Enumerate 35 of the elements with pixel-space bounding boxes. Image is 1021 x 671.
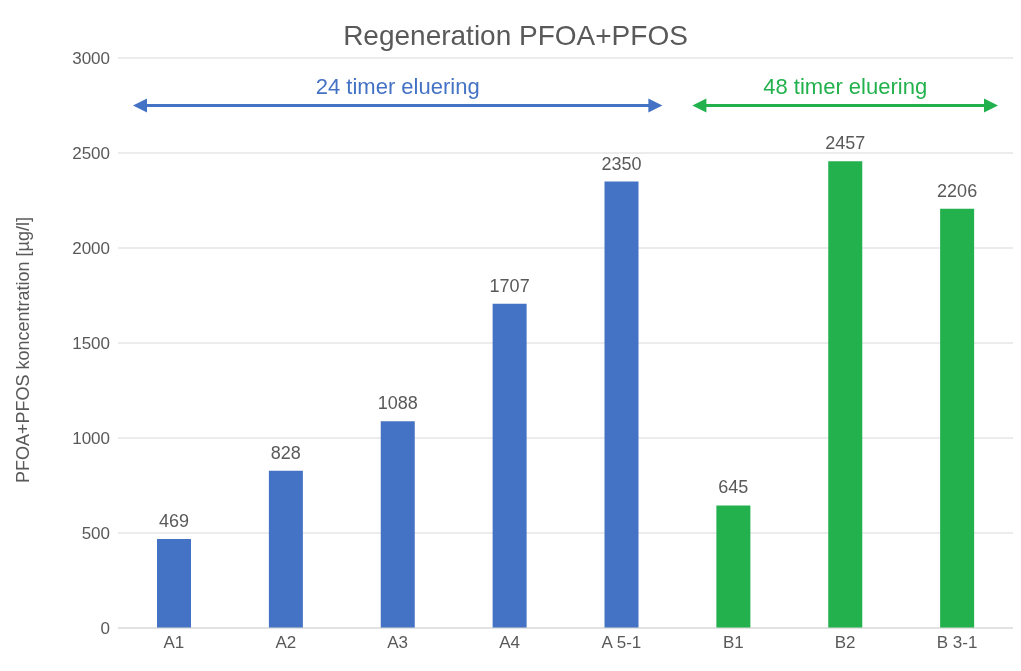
y-axis-title: PFOA+PFOS koncentration [µg/l]: [13, 217, 34, 483]
x-tick-label: B 3-1: [936, 633, 978, 653]
bar: [380, 421, 415, 628]
x-tick-label: A 5-1: [601, 633, 642, 653]
bar: [716, 505, 751, 628]
y-tick-label: 2500: [72, 144, 110, 164]
data-label: 645: [718, 477, 749, 498]
data-label: 2350: [601, 153, 642, 174]
data-label: 2457: [825, 133, 866, 154]
chart-title: Regeneration PFOA+PFOS: [342, 20, 689, 52]
y-tick-label: 1000: [72, 429, 110, 449]
bar: [268, 470, 303, 628]
x-tick-label: A1: [163, 633, 185, 653]
data-label: 1088: [377, 393, 418, 414]
y-tick-label: 500: [81, 524, 110, 544]
data-label: 469: [158, 510, 190, 531]
bar: [492, 303, 527, 628]
data-label: 828: [270, 442, 301, 463]
x-tick-label: A3: [387, 633, 409, 653]
y-tick-label: 1500: [72, 334, 110, 354]
bar: [828, 161, 863, 628]
bar: [604, 181, 639, 628]
y-tick-label: 2000: [72, 239, 110, 259]
annotation: 24 timer eluering: [315, 73, 480, 99]
annotation: 48 timer eluering: [763, 73, 928, 99]
x-tick-label: B2: [834, 633, 856, 653]
x-tick-label: B1: [722, 633, 744, 653]
x-tick-label: A4: [499, 633, 520, 653]
y-tick-label: 3000: [72, 49, 110, 69]
x-tick-label: A2: [275, 633, 297, 653]
bar: [157, 538, 191, 628]
data-label: 2206: [937, 180, 978, 201]
y-tick-label: 0: [100, 619, 110, 639]
data-label: 1707: [489, 275, 530, 296]
bar: [940, 208, 975, 628]
